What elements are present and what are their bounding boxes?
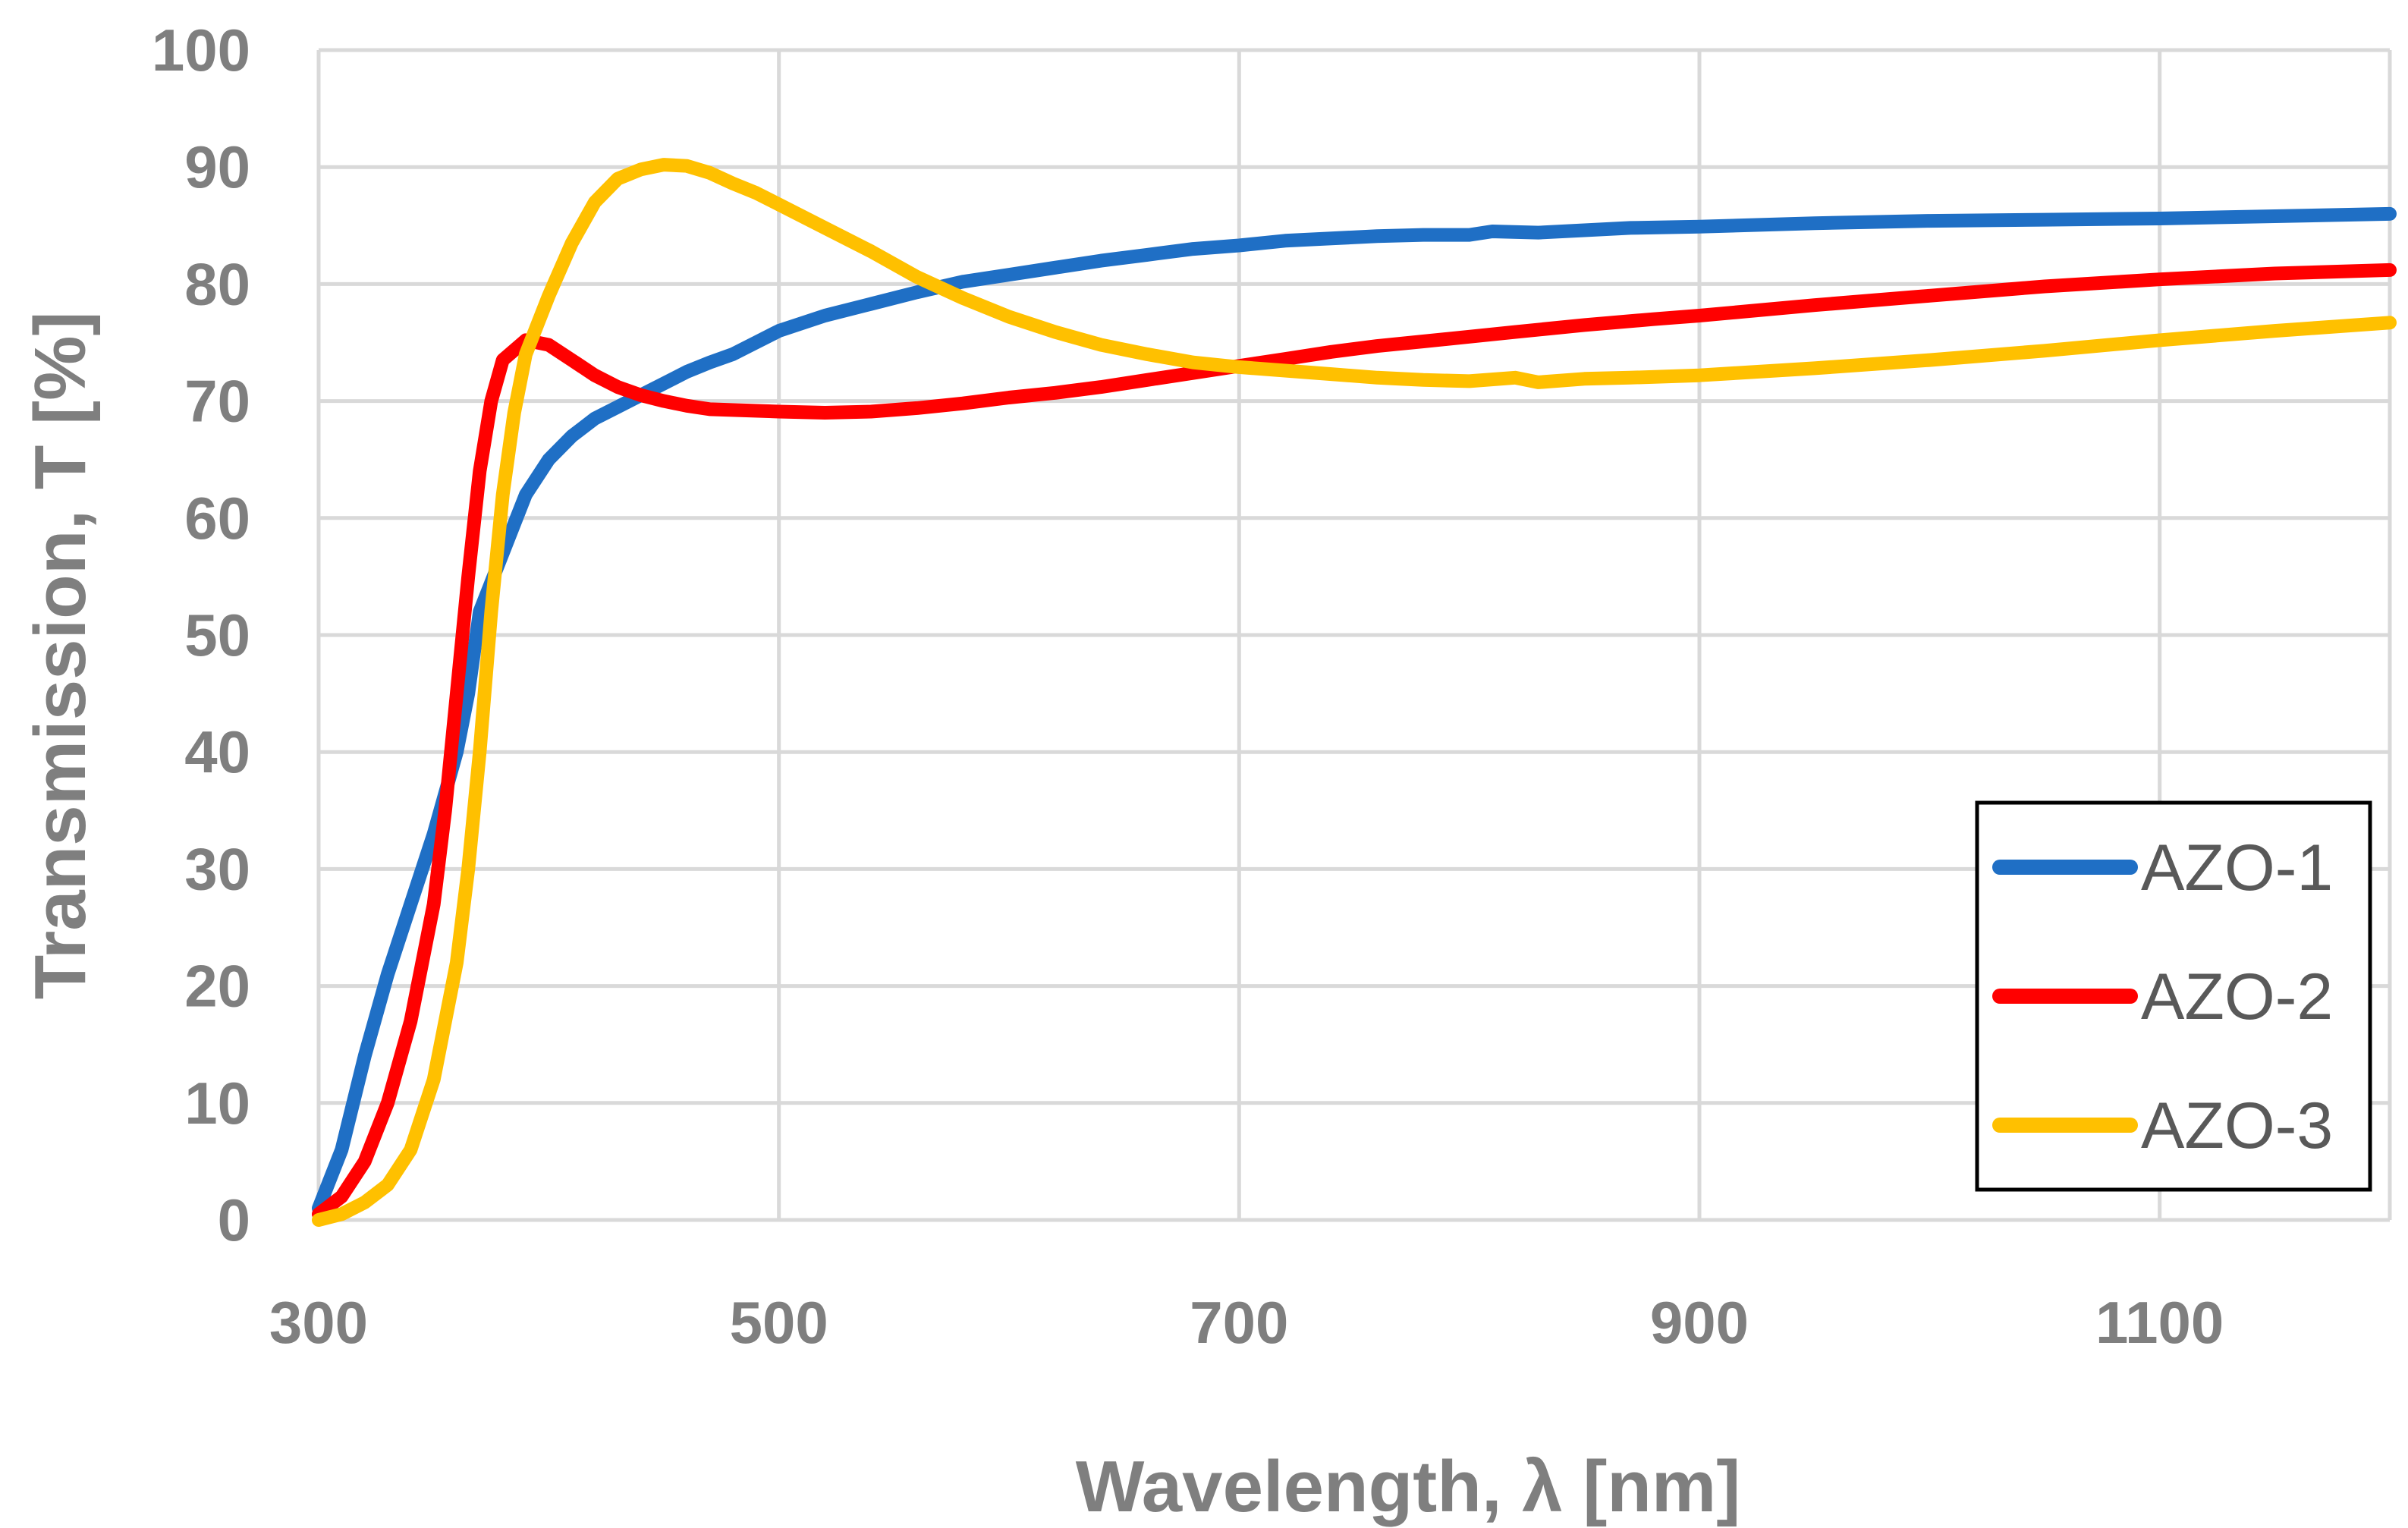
y-tick-label-100: 100 (152, 17, 250, 83)
y-tick-label-50: 50 (184, 602, 250, 668)
y-tick-label-70: 70 (184, 368, 250, 435)
y-tick-label-60: 60 (184, 485, 250, 552)
y-tick-label-80: 80 (184, 250, 250, 317)
tick-labels: 0 10 20 30 40 50 60 70 80 90 100 300 500 700 900 1100 (152, 17, 2224, 1356)
x-tick-label-700: 700 (1190, 1289, 1288, 1356)
legend: AZO-1 AZO-2 AZO-3 (1975, 800, 2372, 1192)
x-tick-label-500: 500 (730, 1289, 828, 1356)
y-tick-label-40: 40 (184, 718, 250, 785)
y-axis-title: Transmission, T [%] (20, 312, 101, 1000)
series-line-azo-1 (312, 206, 2397, 1215)
series-lines (312, 158, 2397, 1227)
legend-label-azo-3: AZO-3 (2141, 1089, 2333, 1162)
y-tick-label-20: 20 (184, 953, 250, 1020)
series-line-azo-2 (312, 263, 2397, 1221)
y-tick-label-10: 10 (184, 1070, 250, 1137)
x-tick-label-1100: 1100 (2095, 1289, 2224, 1356)
legend-label-azo-1: AZO-1 (2141, 832, 2333, 904)
legend-label-azo-2: AZO-2 (2141, 961, 2333, 1033)
x-tick-label-900: 900 (1650, 1289, 1749, 1356)
series-line-azo-3 (312, 158, 2397, 1227)
x-axis-title: Wavelength, λ [nm] (1076, 1446, 1741, 1527)
y-tick-label-0: 0 (218, 1187, 250, 1253)
y-tick-label-90: 90 (184, 134, 250, 200)
x-tick-label-300: 300 (269, 1289, 368, 1356)
y-tick-label-30: 30 (184, 835, 250, 902)
